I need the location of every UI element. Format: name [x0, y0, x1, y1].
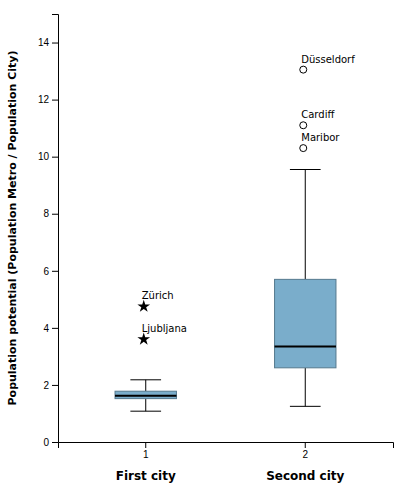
x-tick: 1 [143, 442, 149, 460]
y-tick: 0 [43, 437, 58, 448]
category-label: First city [116, 469, 176, 483]
y-tick: 12 [38, 94, 58, 105]
y-tick-mark [52, 271, 58, 272]
x-tick-label: 2 [302, 449, 308, 460]
y-tick-label: 8 [43, 208, 49, 219]
y-tick: 2 [43, 380, 58, 391]
y-tick-label: 2 [43, 380, 49, 391]
whisker-cap-upper [290, 169, 321, 170]
x-tick-mark [305, 442, 306, 448]
median [115, 395, 176, 397]
y-axis: 0 2 4 6 8 10 12 14 [38, 15, 59, 448]
outlier [137, 333, 150, 345]
box [115, 380, 176, 411]
y-axis-title: Population potential (Population Metro /… [6, 51, 19, 406]
y-tick-label: 12 [38, 94, 50, 105]
y-tick-mark [52, 385, 58, 386]
outlier-label: Ljubljana [142, 323, 187, 334]
whisker-upper [305, 170, 306, 280]
whisker-upper [145, 380, 146, 391]
x-axis-line [59, 443, 394, 449]
marks [115, 66, 336, 411]
whisker-cap-lower [130, 411, 161, 412]
y-tick: 14 [38, 37, 58, 48]
annotations: Zürich Ljubljana First city Maribor Cardiff D… [116, 54, 356, 483]
outlier [300, 145, 307, 152]
outlier [300, 66, 307, 73]
outlier-label: Zürich [142, 290, 174, 301]
outlier-label: Maribor [301, 132, 340, 143]
y-tick-mark [52, 328, 58, 329]
y-tick: 4 [43, 323, 58, 334]
y-tick: 8 [43, 208, 58, 219]
x-axis: 12 [59, 442, 394, 460]
chart: 0246810121412ZürichLjubljanaFirst cityMa… [0, 0, 407, 500]
y-tick-label: 10 [38, 151, 50, 162]
x-tick-mark [145, 442, 146, 448]
y-tick: 6 [43, 266, 58, 277]
y-tick: 10 [38, 151, 58, 162]
whisker-lower [305, 368, 306, 407]
y-tick-mark [52, 157, 58, 158]
median [275, 345, 336, 347]
y-axis-line [52, 15, 59, 443]
box-body [115, 391, 176, 398]
outlier [137, 300, 150, 312]
box-body [275, 279, 336, 367]
plot: 0246810121412ZürichLjubljanaFirst cityMa… [38, 15, 394, 484]
x-tick-label: 1 [143, 449, 149, 460]
outlier-label: Cardiff [301, 109, 335, 120]
whisker-cap-upper [130, 379, 161, 380]
outlier-label: Düsseldorf [301, 54, 355, 65]
y-tick-label: 6 [43, 266, 49, 277]
category-label: Second city [266, 469, 344, 483]
y-tick-label: 4 [43, 323, 49, 334]
y-tick-mark [52, 214, 58, 215]
y-tick-label: 0 [43, 437, 49, 448]
y-tick-mark [52, 100, 58, 101]
y-tick-mark [52, 43, 58, 44]
box [275, 170, 336, 407]
x-tick: 2 [302, 442, 308, 460]
whisker-cap-lower [290, 406, 321, 407]
outlier [300, 122, 307, 129]
y-tick-label: 14 [38, 37, 50, 48]
whisker-lower [145, 399, 146, 412]
y-tick-mark [52, 442, 58, 443]
